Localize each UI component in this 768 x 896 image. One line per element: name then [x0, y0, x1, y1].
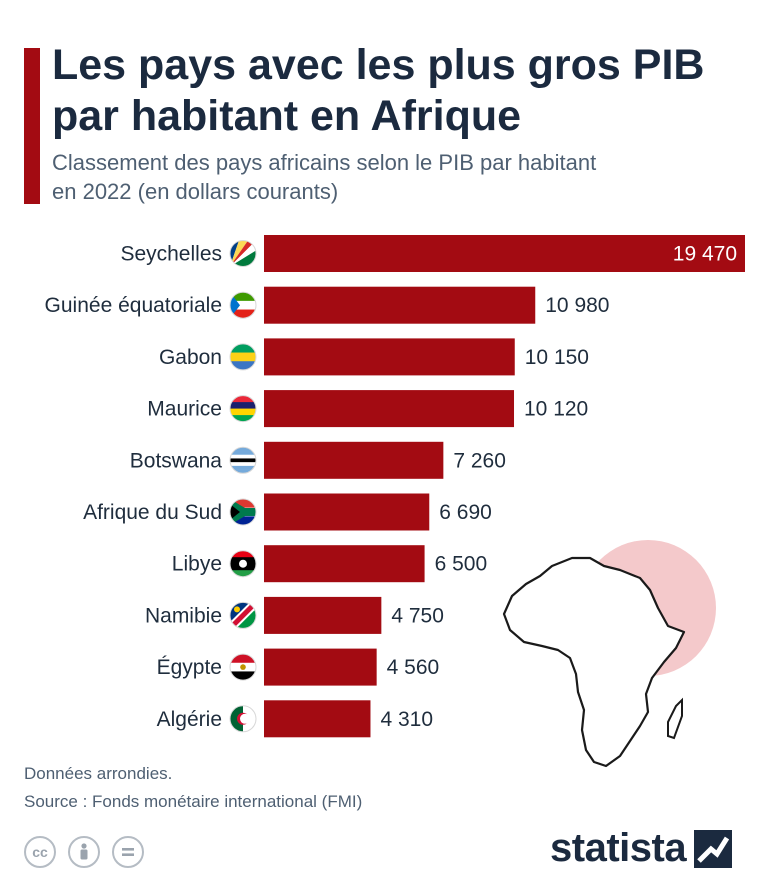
bar [264, 286, 536, 324]
bar [264, 338, 515, 376]
category-label: Seychelles [120, 243, 222, 266]
value-label: 10 980 [545, 294, 609, 317]
category-label: Namibie [145, 604, 222, 627]
flag-south-africa-icon [230, 499, 256, 525]
flag-ring [229, 601, 257, 629]
bar [264, 545, 425, 583]
source-note: Source : Fonds monétaire international (… [24, 792, 363, 811]
license-icons: cc [24, 836, 144, 868]
flag-ring [229, 705, 257, 733]
attribution-icon[interactable] [68, 836, 100, 868]
africa-map-icon [502, 540, 716, 768]
category-label: Gabon [159, 346, 222, 369]
flag-ring [229, 291, 257, 319]
value-label: 6 690 [439, 501, 492, 524]
flag-ring [229, 550, 257, 578]
flag-ring [229, 240, 257, 267]
value-label: 4 560 [387, 656, 440, 679]
bar [264, 441, 444, 479]
flag-algeria-icon [230, 705, 256, 732]
value-label: 6 500 [435, 553, 488, 576]
category-label: Maurice [147, 398, 222, 421]
category-label: Algérie [157, 708, 222, 731]
flag-ring [229, 446, 257, 474]
value-label: 4 750 [391, 604, 444, 627]
chart-subtitle: Classement des pays africains selon le P… [52, 150, 597, 204]
flag-ring [229, 395, 257, 423]
bar [264, 596, 382, 634]
value-label: 19 470 [673, 243, 737, 266]
bar [264, 390, 515, 428]
madagascar-outline [667, 697, 683, 740]
title-accent-bar [24, 48, 40, 204]
flag-equatorial-guinea-icon [230, 292, 256, 319]
flag-botswana-icon [230, 447, 256, 474]
category-label: Botswana [130, 449, 223, 472]
bar-chart: Seychelles 19 470 Guinée équatoriale 10 980… [45, 235, 745, 738]
category-label: Égypte [157, 656, 222, 679]
category-label: Guinée équatoriale [45, 294, 222, 317]
value-label: 10 120 [524, 398, 588, 421]
value-label: 4 310 [380, 708, 433, 731]
category-label: Libye [172, 553, 222, 576]
flag-libya-icon [230, 550, 256, 577]
flag-mauritius-icon [230, 395, 256, 422]
no-derivatives-icon[interactable] [112, 836, 144, 868]
chart-title: Les pays avec les plus gros PIB par habi… [52, 41, 705, 140]
bar [264, 700, 371, 738]
flag-ring [229, 343, 257, 371]
statista-logo[interactable]: statista [550, 826, 733, 871]
category-label: Afrique du Sud [83, 501, 222, 524]
bar [264, 648, 377, 686]
value-label: 10 150 [525, 346, 589, 369]
flag-ring [229, 498, 257, 526]
footnote: Données arrondies. [24, 764, 173, 783]
flag-egypt-icon [230, 654, 256, 681]
creative-commons-icon[interactable]: cc [24, 836, 56, 868]
brand-name: statista [550, 826, 687, 870]
statista-mark-icon [694, 829, 733, 868]
bar [264, 235, 745, 272]
flag-gabon-icon [230, 343, 256, 370]
flag-namibia-icon [230, 602, 256, 629]
flag-ring [229, 653, 257, 681]
africa-outline [502, 556, 686, 768]
value-label: 7 260 [453, 449, 506, 472]
bar [264, 493, 430, 531]
